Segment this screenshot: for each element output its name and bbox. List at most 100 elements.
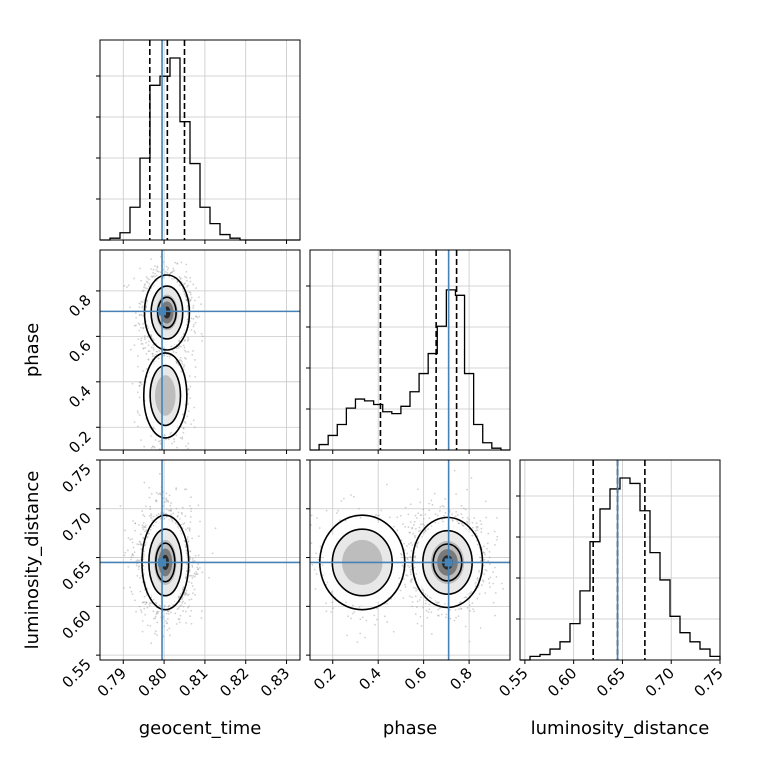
sample-point <box>142 522 145 524</box>
sample-point <box>411 527 414 530</box>
sample-point <box>444 512 447 514</box>
sample-point <box>145 276 148 278</box>
sample-point <box>149 601 152 604</box>
sample-point <box>415 589 418 592</box>
sample-point <box>140 342 143 345</box>
sample-point <box>154 275 156 278</box>
sample-point <box>140 279 143 282</box>
xlabel-phase: phase <box>383 718 437 739</box>
sample-point <box>470 591 473 593</box>
sample-point <box>144 613 147 616</box>
sample-point <box>188 375 191 377</box>
sample-point <box>136 391 139 394</box>
truth-marker <box>444 558 453 567</box>
sample-point <box>483 573 486 576</box>
sample-point <box>488 586 491 588</box>
sample-point <box>460 607 462 610</box>
sample-point <box>468 604 471 607</box>
sample-point <box>193 426 196 429</box>
sample-point <box>170 502 173 504</box>
sample-point <box>185 276 188 279</box>
sample-point <box>175 487 178 490</box>
sample-point <box>412 532 415 535</box>
sample-point <box>139 609 142 611</box>
sample-point <box>152 353 154 355</box>
ylabel-phase: phase <box>22 323 43 377</box>
sample-point <box>480 584 483 586</box>
sample-point <box>473 610 475 613</box>
sample-point <box>139 314 141 316</box>
x-tick-label-phase: 0.6 <box>401 664 431 694</box>
hist-panel-geocent-time <box>96 39 301 244</box>
sample-point <box>172 512 175 515</box>
sample-point <box>430 633 433 635</box>
sample-point <box>189 550 192 553</box>
sample-point <box>471 521 474 524</box>
sample-point <box>483 558 486 561</box>
sample-point <box>144 283 147 286</box>
sample-point <box>138 564 141 567</box>
sample-point <box>405 574 408 576</box>
sample-point <box>465 596 468 599</box>
sample-point <box>189 276 192 279</box>
sample-point <box>158 440 160 443</box>
sample-point <box>189 291 192 294</box>
sample-point <box>142 513 145 516</box>
sample-point <box>156 612 159 614</box>
sample-point <box>193 323 195 326</box>
sample-point <box>156 610 158 613</box>
sample-point <box>147 344 150 347</box>
sample-point <box>409 573 412 576</box>
sample-point <box>464 625 467 628</box>
sample-point <box>141 524 144 527</box>
sample-point <box>141 526 144 529</box>
sample-point <box>189 521 192 524</box>
sample-point <box>455 616 457 619</box>
sample-point <box>134 522 137 525</box>
sample-point <box>359 618 362 621</box>
sample-point <box>162 276 165 278</box>
sample-point <box>181 596 184 599</box>
sample-point <box>201 335 204 338</box>
sample-point <box>152 515 155 518</box>
sample-point <box>460 522 463 525</box>
sample-point <box>410 565 413 568</box>
sample-point <box>154 630 157 633</box>
sample-point <box>130 556 133 559</box>
sample-point <box>495 517 498 519</box>
sample-point <box>494 592 497 594</box>
sample-point <box>155 521 157 524</box>
sample-point <box>201 340 203 342</box>
sample-point <box>185 622 188 624</box>
sample-point <box>138 329 141 332</box>
sample-point <box>182 431 185 434</box>
sample-point <box>313 568 316 571</box>
sample-point <box>454 515 457 518</box>
sample-point <box>310 514 313 517</box>
sample-point <box>408 595 411 598</box>
sample-point <box>480 527 483 530</box>
sample-point <box>123 554 126 557</box>
sample-point <box>396 516 399 519</box>
sample-point <box>159 439 162 442</box>
scatter-panel-geocent-time-vs-phase: 0.2 0.4 0.6 0.8 <box>65 249 301 457</box>
contour-line <box>156 296 177 329</box>
sample-point <box>466 522 469 524</box>
sample-point <box>166 452 168 454</box>
sample-point <box>411 578 414 581</box>
sample-point <box>494 566 496 569</box>
sample-point <box>409 568 412 571</box>
sample-point <box>135 316 138 319</box>
sample-point <box>470 476 473 479</box>
sample-point <box>187 447 189 450</box>
sample-point <box>181 360 183 363</box>
sample-point <box>153 617 155 620</box>
sample-point <box>195 315 198 318</box>
sample-point <box>171 270 174 273</box>
sample-point <box>476 597 479 600</box>
sample-point <box>444 602 446 605</box>
sample-point <box>150 275 153 278</box>
sample-point <box>484 592 487 594</box>
sample-point <box>192 575 194 577</box>
sample-point <box>148 604 151 607</box>
